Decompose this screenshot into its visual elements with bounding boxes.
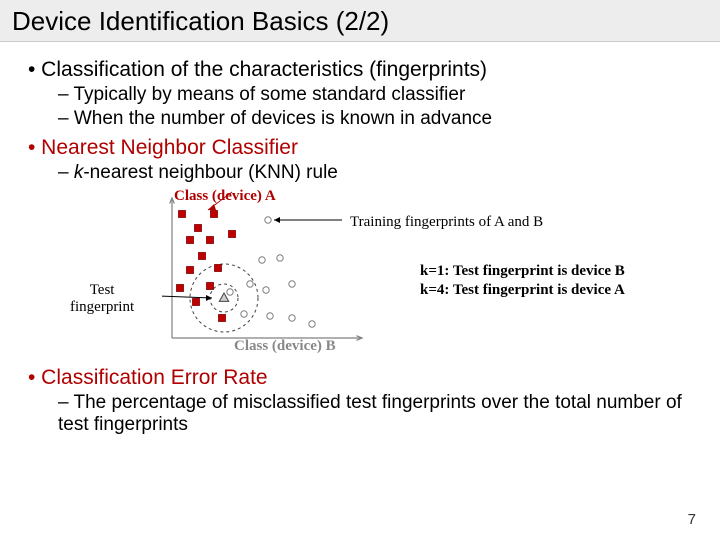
bullet-classification: • Classification of the characteristics … xyxy=(28,58,698,82)
label-training: Training fingerprints of A and B xyxy=(350,214,543,231)
knn-svg xyxy=(162,190,372,358)
bullet-error-rate: • Classification Error Rate xyxy=(28,366,698,390)
bullet-classifier: – Typically by means of some standard cl… xyxy=(58,84,698,106)
knn-diagram: Class (device) A Training fingerprints o… xyxy=(22,190,698,358)
bullet-nn: • Nearest Neighbor Classifier xyxy=(28,136,698,160)
page-number: 7 xyxy=(688,511,696,528)
label-test-2: fingerprint xyxy=(70,299,134,315)
bullet-knn: – k-nearest neighbour (KNN) rule xyxy=(58,162,698,184)
bullet-known: – When the number of devices is known in… xyxy=(58,108,698,130)
bullet-error-def: – The percentage of misclassified test f… xyxy=(58,392,698,436)
knn-k: k xyxy=(74,162,84,183)
label-test-1: Test xyxy=(90,282,115,298)
page-title: Device Identification Basics (2/2) xyxy=(12,6,708,37)
label-k1: k=1: Test fingerprint is device B xyxy=(420,263,625,279)
label-k4: k=4: Test fingerprint is device A xyxy=(420,282,625,298)
content: • Classification of the characteristics … xyxy=(0,42,720,436)
knn-rest: -nearest neighbour (KNN) rule xyxy=(83,162,338,183)
knn-prefix: – xyxy=(58,162,74,183)
scatter-plot xyxy=(162,190,372,358)
label-k-results: k=1: Test fingerprint is device B k=4: T… xyxy=(420,262,625,300)
slide: Device Identification Basics (2/2) • Cla… xyxy=(0,0,720,540)
label-test-fingerprint: Test fingerprint xyxy=(70,282,134,315)
title-bar: Device Identification Basics (2/2) xyxy=(0,0,720,42)
